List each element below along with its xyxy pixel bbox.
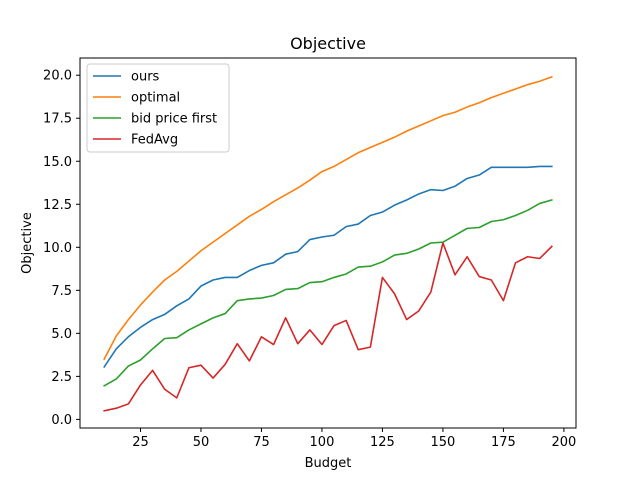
series-line-optimal — [103, 75, 553, 361]
axes-frame — [79, 57, 577, 429]
y-axis: 0.0 2.5 5.0 7.5 10.0 12.5 15.0 17.5 20.0 — [43, 69, 80, 428]
legend-label-fedavg: FedAvg — [131, 133, 178, 148]
legend-label-ours: ours — [131, 70, 160, 85]
x-tick-label: 100 — [310, 435, 335, 450]
legend: ours optimal bid price first FedAvg — [86, 63, 230, 153]
x-tick-label: 25 — [132, 435, 149, 450]
y-tick-label: 12.5 — [43, 198, 72, 213]
y-tick-label: 0.0 — [51, 413, 72, 428]
y-tick-label: 7.5 — [51, 284, 72, 299]
legend-label-bid-price-first: bid price first — [131, 112, 217, 127]
x-tick-label: 125 — [370, 435, 395, 450]
x-axis-label: Budget — [305, 456, 352, 471]
x-axis: 25 50 75 100 125 150 175 200 — [132, 428, 576, 450]
x-tick-label: 50 — [193, 435, 210, 450]
plot-area — [103, 75, 553, 412]
y-tick-label: 10.0 — [43, 241, 72, 256]
legend-label-optimal: optimal — [131, 91, 180, 106]
y-tick-label: 20.0 — [43, 69, 72, 84]
x-tick-label: 150 — [431, 435, 456, 450]
series-line-bid-price-first — [103, 198, 553, 387]
x-tick-label: 200 — [551, 435, 576, 450]
x-tick-label: 175 — [491, 435, 516, 450]
chart-title: Objective — [290, 34, 366, 53]
y-tick-label: 15.0 — [43, 155, 72, 170]
y-tick-label: 5.0 — [51, 327, 72, 342]
series-line-ours — [103, 165, 553, 369]
x-tick-label: 75 — [253, 435, 270, 450]
legend-box — [86, 63, 230, 153]
y-tick-label: 2.5 — [51, 370, 72, 385]
series-line-fedavg — [103, 242, 553, 412]
y-tick-label: 17.5 — [43, 112, 72, 127]
y-axis-label: Objective — [20, 212, 35, 274]
